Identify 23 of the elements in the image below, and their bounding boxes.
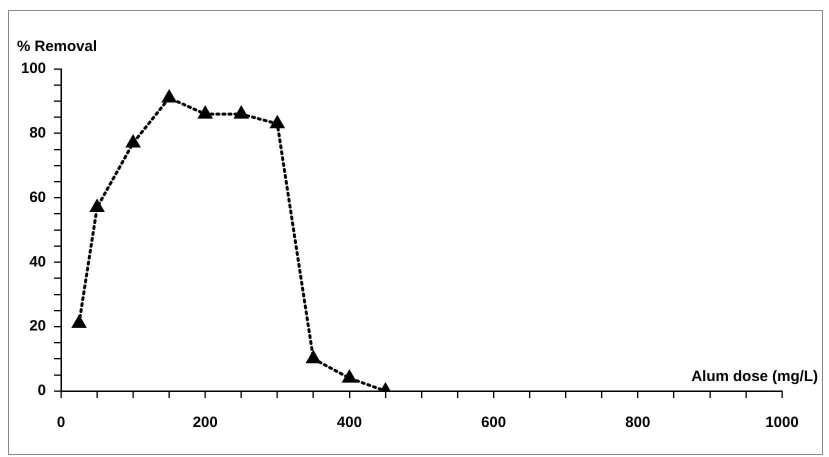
- y-tick-label: 0: [38, 382, 46, 400]
- point: [270, 114, 286, 128]
- y-axis-title: % Removal: [17, 38, 98, 55]
- x-axis-title: Alum dose (mg/L): [691, 368, 818, 385]
- y-tick-label: 40: [29, 253, 46, 270]
- point: [197, 105, 214, 119]
- y-tick-label: 20: [29, 318, 46, 335]
- point: [89, 198, 105, 212]
- point: [306, 350, 322, 364]
- point: [161, 88, 177, 102]
- point: [233, 105, 250, 119]
- x-tick-label: 800: [625, 414, 650, 432]
- x-tick-label: 200: [192, 414, 218, 432]
- x-tick-label: 600: [481, 414, 506, 432]
- x-tick-label: 0: [56, 414, 66, 432]
- point: [125, 134, 141, 148]
- point: [342, 369, 358, 383]
- y-tick-label: 100: [20, 60, 46, 78]
- y-tick-label: 60: [29, 188, 46, 206]
- y-tick-label: 80: [29, 124, 46, 142]
- x-tick-label: 400: [336, 414, 362, 432]
- point: [71, 314, 87, 328]
- x-tick-label: 1000: [765, 414, 799, 432]
